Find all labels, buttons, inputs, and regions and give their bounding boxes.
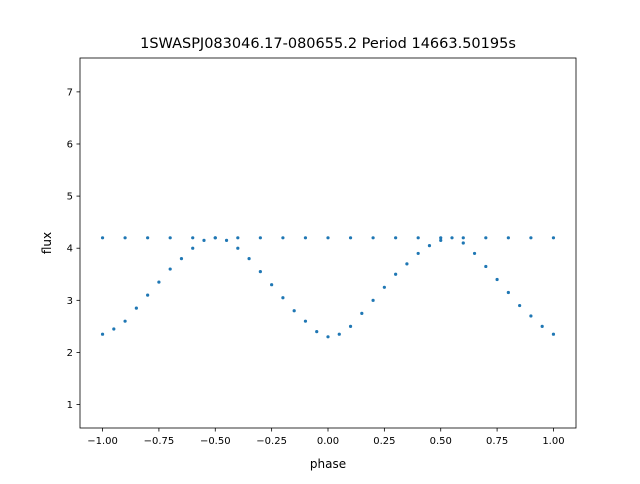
data-point (247, 257, 251, 261)
data-point (427, 244, 432, 248)
data-point (371, 298, 375, 302)
data-point (472, 251, 477, 256)
data-point (270, 283, 274, 287)
data-point (236, 236, 240, 240)
data-point (146, 236, 150, 240)
y-tick-label: 2 (67, 348, 73, 359)
data-point (540, 324, 544, 328)
x-axis-label: phase (310, 457, 346, 471)
y-axis-label: flux (40, 232, 54, 254)
data-point (416, 236, 420, 240)
data-point (394, 236, 398, 240)
x-tick-label: −0.75 (144, 436, 175, 447)
data-point (506, 236, 510, 240)
data-point (123, 236, 127, 240)
y-tick-label: 4 (67, 244, 73, 255)
data-point (146, 293, 150, 297)
data-point (123, 319, 127, 323)
x-tick-label: 1.00 (542, 436, 564, 447)
data-point (258, 236, 262, 240)
data-point (224, 238, 229, 242)
data-point (371, 236, 375, 240)
y-tick-label: 6 (67, 139, 73, 150)
data-point (134, 306, 138, 310)
data-point (529, 236, 533, 240)
data-point (382, 285, 386, 289)
data-point (179, 257, 184, 261)
data-point (315, 329, 319, 334)
data-point (551, 236, 556, 240)
y-tick-label: 1 (67, 400, 73, 411)
data-point (191, 236, 195, 240)
data-point (484, 236, 488, 240)
data-point (112, 327, 116, 331)
data-point (202, 238, 206, 242)
data-point (360, 311, 364, 315)
data-point (236, 246, 240, 250)
data-point (191, 246, 195, 250)
data-point (168, 267, 172, 271)
data-point (506, 290, 510, 295)
data-point (337, 332, 341, 336)
data-point (100, 236, 105, 240)
data-point (213, 236, 217, 240)
data-point (484, 264, 488, 269)
data-point (326, 236, 330, 240)
data-point (281, 236, 285, 240)
data-point (416, 251, 420, 256)
data-point (461, 236, 465, 240)
x-tick-label: −0.50 (200, 436, 231, 447)
data-point (394, 272, 398, 276)
data-point (303, 319, 308, 323)
data-point (518, 303, 522, 308)
data-point (529, 314, 533, 318)
x-tick-label: 0.25 (373, 436, 395, 447)
y-axis: 1 2 3 4 5 6 7 (67, 87, 80, 411)
y-tick-label: 3 (67, 296, 73, 307)
data-point (348, 324, 353, 328)
y-tick-label: 7 (67, 87, 73, 98)
data-point (439, 236, 443, 240)
x-tick-label: −1.00 (87, 436, 118, 447)
y-tick-label: 5 (67, 192, 73, 203)
data-point (326, 335, 330, 339)
data-point (258, 270, 262, 274)
data-point (495, 277, 499, 282)
data-point (303, 236, 308, 240)
x-tick-label: 0.50 (430, 436, 452, 447)
data-point (450, 236, 454, 240)
data-point (439, 238, 443, 242)
x-axis: −1.00 −0.75 −0.50 −0.25 0.00 0.25 0.50 0.75 1.00 (87, 428, 565, 447)
x-tick-label: −0.25 (256, 436, 287, 447)
data-point (461, 241, 465, 245)
data-point (100, 332, 105, 336)
data-point (405, 262, 409, 266)
data-point (551, 332, 556, 336)
x-tick-label: 0.75 (486, 436, 508, 447)
x-tick-label: 0.00 (317, 436, 339, 447)
data-points (100, 236, 556, 339)
data-point (281, 296, 285, 300)
chart-title: 1SWASPJ083046.17-080655.2 Period 14663.5… (140, 36, 516, 52)
data-point (168, 236, 172, 240)
data-point (292, 309, 296, 313)
data-point (348, 236, 353, 240)
data-point (157, 280, 161, 284)
